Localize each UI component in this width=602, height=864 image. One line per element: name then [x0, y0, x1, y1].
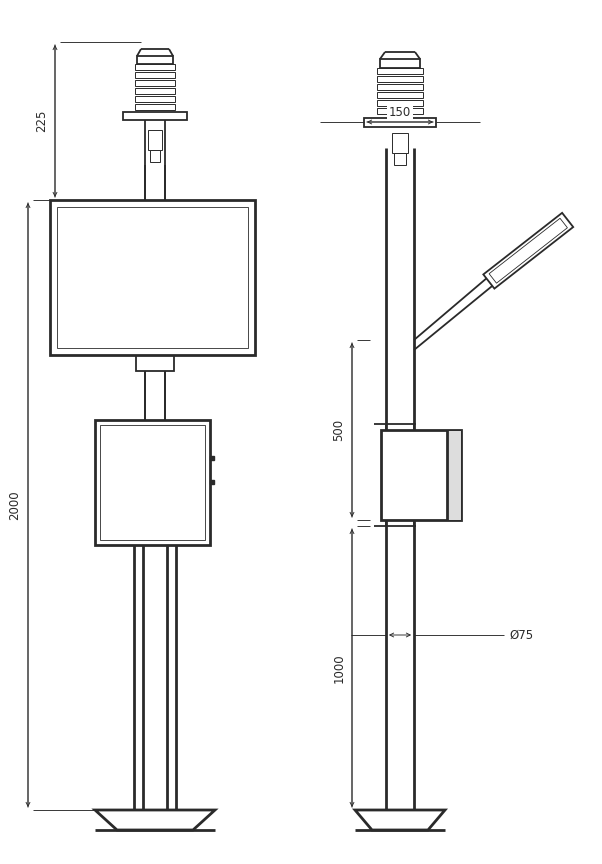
- Text: Ø75: Ø75: [509, 628, 533, 641]
- Bar: [381, 430, 461, 520]
- Bar: [380, 59, 420, 68]
- Bar: [377, 76, 423, 82]
- Bar: [394, 153, 406, 165]
- Bar: [135, 80, 175, 86]
- Bar: [50, 200, 255, 355]
- Bar: [364, 118, 436, 127]
- Polygon shape: [355, 810, 445, 830]
- Bar: [135, 96, 175, 102]
- Bar: [136, 355, 174, 371]
- Bar: [377, 84, 423, 90]
- Bar: [135, 88, 175, 94]
- Bar: [377, 92, 423, 98]
- Bar: [150, 150, 160, 162]
- Bar: [135, 104, 175, 110]
- Text: 150: 150: [389, 105, 411, 118]
- Bar: [148, 130, 162, 150]
- Text: 500: 500: [332, 419, 346, 441]
- Text: 225: 225: [36, 110, 49, 132]
- Bar: [100, 425, 205, 540]
- Bar: [392, 133, 408, 153]
- Text: 2000: 2000: [8, 490, 22, 520]
- Bar: [135, 72, 175, 78]
- Bar: [377, 100, 423, 106]
- Bar: [95, 420, 210, 545]
- Bar: [137, 56, 173, 64]
- Bar: [377, 108, 423, 114]
- Bar: [447, 430, 461, 520]
- Text: 1000: 1000: [332, 653, 346, 683]
- Bar: [377, 68, 423, 74]
- Polygon shape: [489, 219, 568, 283]
- Bar: [57, 207, 248, 348]
- Bar: [135, 64, 175, 70]
- Polygon shape: [483, 213, 573, 289]
- Bar: [123, 112, 187, 120]
- Polygon shape: [95, 810, 215, 830]
